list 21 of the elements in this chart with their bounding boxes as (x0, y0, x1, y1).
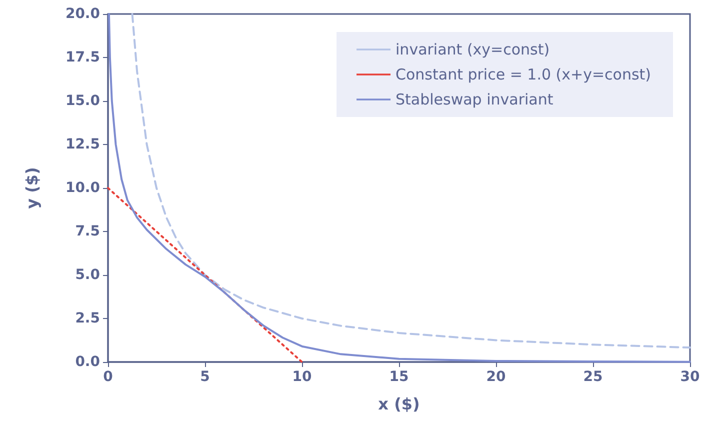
y-axis-title: y ($) (22, 167, 42, 209)
legend-label: invariant (xy=const) (396, 40, 550, 58)
y-tick-label: 7.5 (75, 224, 100, 240)
y-tick-label: 12.5 (65, 136, 100, 152)
legend-label: Constant price = 1.0 (x+y=const) (396, 66, 651, 84)
x-tick-label: 20 (486, 369, 506, 385)
y-tick-label: 20.0 (65, 6, 100, 22)
y-tick-label: 17.5 (65, 50, 100, 66)
y-tick-label: 10.0 (65, 180, 100, 196)
x-tick-label: 5 (200, 369, 210, 385)
x-axis-title: x ($) (378, 394, 420, 414)
x-tick-label: 25 (583, 369, 603, 385)
x-tick-label: 0 (103, 369, 114, 385)
x-tick-label: 15 (389, 369, 409, 385)
x-tick-label: 10 (292, 369, 312, 385)
y-tick-label: 5.0 (75, 267, 100, 283)
y-tick-label: 15.0 (65, 93, 100, 109)
y-tick-label: 2.5 (75, 310, 100, 326)
legend-label: Stableswap invariant (396, 90, 554, 108)
y-tick-label: 0.0 (75, 354, 100, 370)
x-tick-label: 30 (680, 369, 700, 385)
